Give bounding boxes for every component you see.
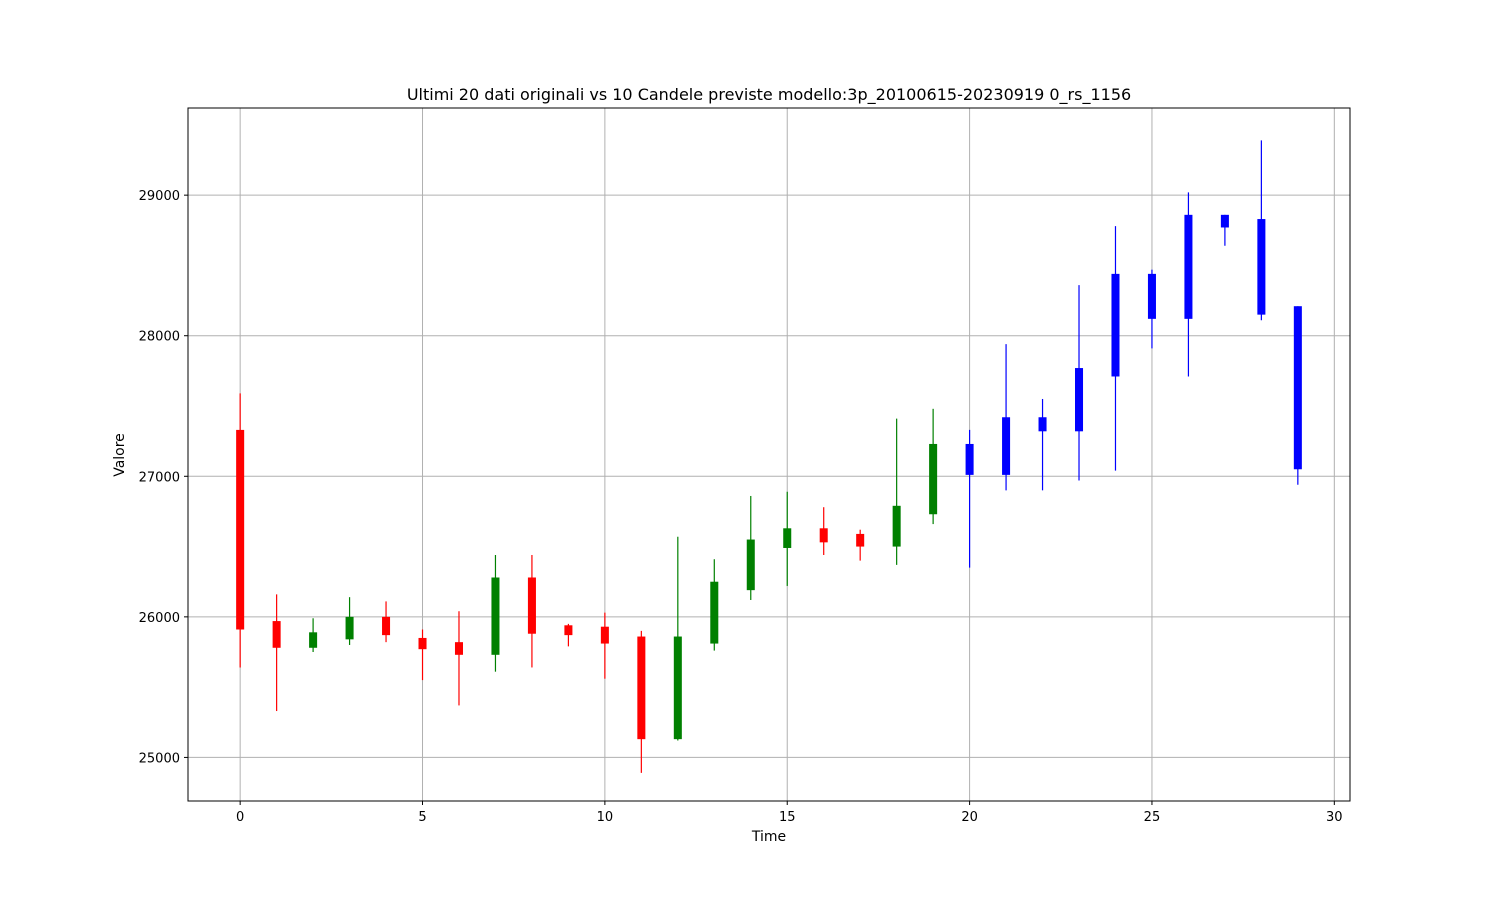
- x-tick-label: 25: [1144, 810, 1161, 825]
- candle-body: [1147, 273, 1156, 319]
- original-candle: [236, 393, 245, 668]
- predicted-candle: [1075, 285, 1084, 481]
- y-tick-label: 25000: [139, 751, 180, 766]
- original-candle: [673, 536, 682, 741]
- candle-body: [637, 636, 646, 740]
- candle-body: [1293, 306, 1302, 470]
- candle-body: [309, 632, 318, 648]
- x-tick-label: 15: [779, 810, 796, 825]
- x-tick-label: 20: [961, 810, 978, 825]
- original-candle: [527, 555, 536, 668]
- y-tick-label: 26000: [139, 611, 180, 626]
- predicted-candle: [1184, 192, 1193, 377]
- candle-body: [673, 636, 682, 740]
- original-candle: [783, 491, 792, 586]
- original-candle: [819, 507, 828, 556]
- original-candle: [746, 495, 755, 600]
- predicted-candle: [965, 429, 974, 568]
- candle-body: [1184, 214, 1193, 319]
- y-tick-label: 29000: [139, 189, 180, 204]
- candle-body: [382, 616, 391, 636]
- axes-frame: [187, 107, 1351, 802]
- candle-body: [892, 505, 901, 547]
- candle-body: [746, 539, 755, 591]
- original-candle: [892, 418, 901, 565]
- candle-body: [272, 621, 281, 648]
- predicted-candle: [1038, 398, 1047, 491]
- candle-body: [819, 528, 828, 543]
- candle-body: [1111, 273, 1120, 377]
- original-candle: [929, 408, 938, 525]
- predicted-candle: [1147, 269, 1156, 349]
- x-tick-label: 10: [597, 810, 614, 825]
- candle-body: [1002, 417, 1011, 475]
- ticks-layer: 0 5 10 15 20 25 30 25000 26000 27000 28000 29000: [139, 189, 1343, 825]
- candle-body: [491, 577, 500, 655]
- candle-body: [1220, 214, 1229, 228]
- original-candle: [856, 529, 865, 561]
- y-tick-label: 27000: [139, 470, 180, 485]
- candle-body: [345, 616, 354, 640]
- x-tick-label: 5: [418, 810, 426, 825]
- original-candle: [272, 594, 281, 712]
- predicted-candle: [1220, 214, 1229, 246]
- candle-body: [454, 642, 463, 655]
- candle-body: [929, 443, 938, 515]
- original-candle: [382, 601, 391, 643]
- original-candle: [345, 597, 354, 645]
- candle-body: [600, 626, 609, 644]
- y-tick-label: 28000: [139, 330, 180, 345]
- original-candle: [564, 623, 573, 647]
- candle-body: [564, 625, 573, 636]
- candle-body: [783, 528, 792, 548]
- candle-body: [1257, 219, 1266, 315]
- candles-layer: [236, 140, 1302, 773]
- predicted-candle: [1293, 306, 1302, 485]
- x-tick-label: 30: [1326, 810, 1343, 825]
- y-axis-label: Valore: [112, 433, 128, 477]
- original-candle: [491, 555, 500, 672]
- candle-body: [527, 577, 536, 634]
- candle-body: [236, 429, 245, 630]
- original-candle: [710, 559, 719, 651]
- predicted-candle: [1257, 140, 1266, 321]
- x-tick-label: 0: [236, 810, 244, 825]
- original-candle: [418, 629, 427, 681]
- candle-body: [856, 533, 865, 547]
- candle-body: [1075, 368, 1084, 432]
- original-candle: [309, 618, 318, 652]
- predicted-candle: [1111, 226, 1120, 471]
- predicted-candle: [1002, 344, 1011, 491]
- original-candle: [637, 630, 646, 773]
- candle-body: [1038, 417, 1047, 432]
- chart-title: Ultimi 20 dati originali vs 10 Candele p…: [407, 85, 1131, 105]
- x-axis-label: Time: [751, 829, 786, 845]
- original-candle: [454, 611, 463, 706]
- original-candle: [600, 612, 609, 679]
- candle-body: [418, 637, 427, 650]
- candle-body: [710, 581, 719, 644]
- candle-body: [965, 443, 974, 475]
